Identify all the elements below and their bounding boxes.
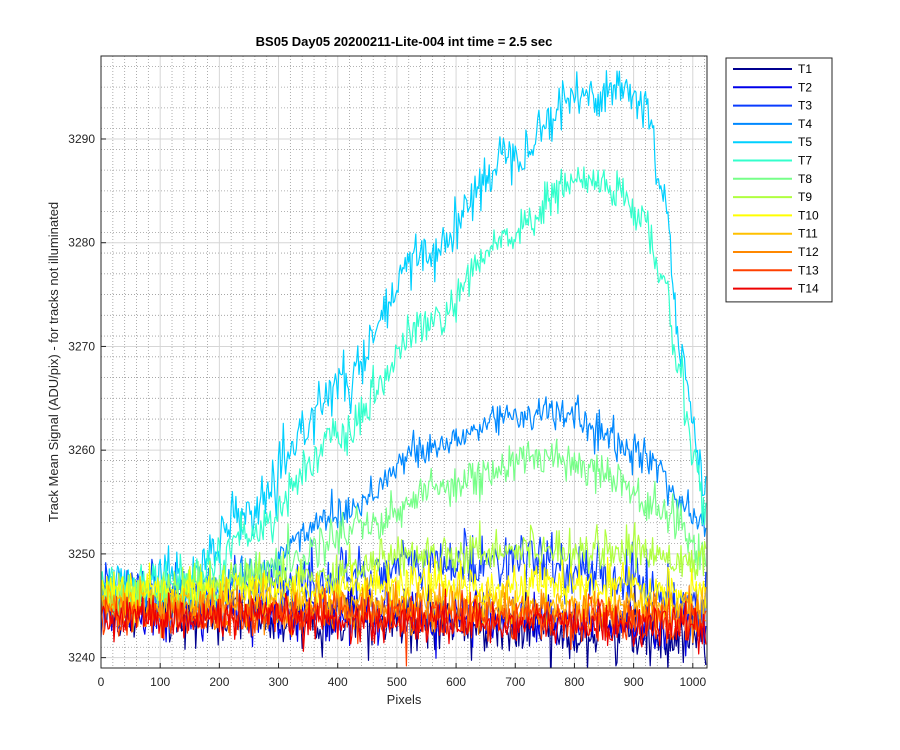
legend-label: T1: [798, 62, 812, 76]
legend-label: T5: [798, 135, 812, 149]
x-tick-label: 200: [209, 675, 229, 689]
series-lines: [101, 70, 707, 668]
x-tick-label: 900: [624, 675, 644, 689]
x-tick-label: 600: [446, 675, 466, 689]
x-tick-label: 300: [269, 675, 289, 689]
y-tick-label: 3270: [68, 339, 95, 353]
x-tick-label: 0: [98, 675, 105, 689]
legend-label: T2: [798, 80, 812, 94]
x-axis-label: Pixels: [387, 692, 422, 707]
series-line-t14: [101, 588, 707, 655]
y-tick-label: 3280: [68, 236, 95, 250]
x-axis-ticks: 0 100 200 300 400 500 600 700 800 900 1000: [98, 663, 706, 689]
y-tick-label: 3240: [68, 651, 95, 665]
legend-label: T13: [798, 263, 819, 277]
legend-label: T10: [798, 208, 819, 222]
y-tick-label: 3290: [68, 132, 95, 146]
legend-label: T12: [798, 245, 819, 259]
y-tick-label: 3260: [68, 443, 95, 457]
x-tick-label: 400: [328, 675, 348, 689]
legend-label: T4: [798, 117, 812, 131]
legend-box: [725, 57, 833, 303]
legend-label: T14: [798, 282, 819, 296]
axes-frame: [100, 55, 708, 669]
x-tick-label: 700: [505, 675, 525, 689]
x-tick-label: 1000: [679, 675, 706, 689]
x-tick-label: 800: [564, 675, 584, 689]
y-tick-label: 3250: [68, 547, 95, 561]
legend-label: T9: [798, 190, 812, 204]
y-axis-label: Track Mean Signal (ADU/pix) - for tracks…: [46, 202, 61, 522]
x-tick-label: 500: [387, 675, 407, 689]
legend-label: T3: [798, 99, 812, 113]
y-axis-ticks: 3240 3250 3260 3270 3280 3290: [68, 132, 106, 665]
plot-area: 0 100 200 300 400 500 600 700 800 900 1000 3240 325…: [68, 55, 708, 689]
legend-label: T8: [798, 172, 812, 186]
chart-title: BS05 Day05 20200211-Lite-004 int time = …: [256, 34, 553, 49]
legend-label: T7: [798, 154, 812, 168]
series-line-t10: [101, 555, 707, 623]
x-tick-label: 100: [150, 675, 170, 689]
legend: T1 T2 T3 T4 T5 T7 T8 T9 T10 T11 T12 T13 T14: [725, 57, 833, 303]
legend-label: T11: [798, 227, 818, 241]
